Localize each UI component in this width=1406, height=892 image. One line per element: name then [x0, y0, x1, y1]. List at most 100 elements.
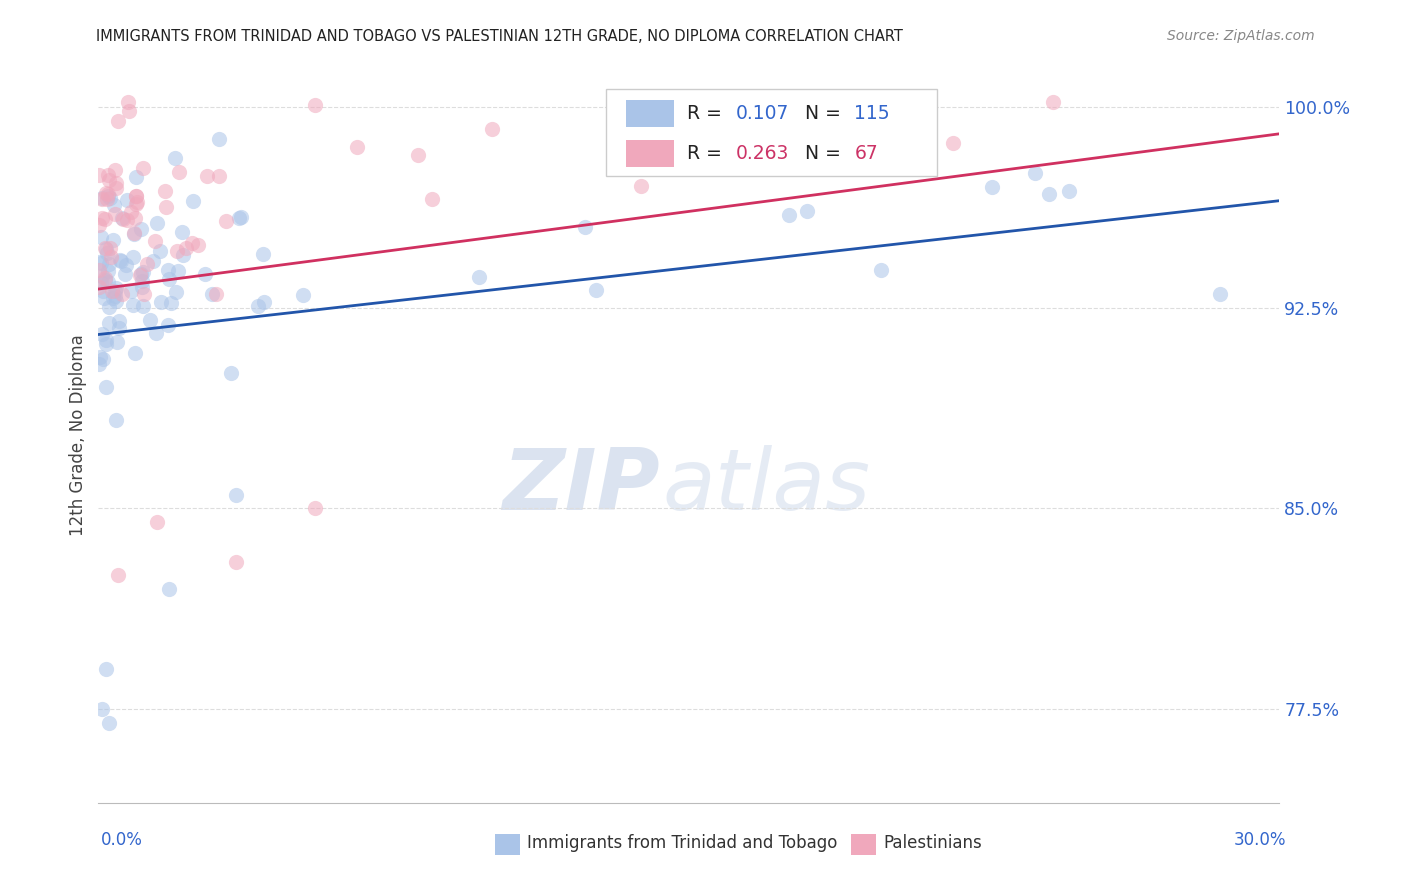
Point [87, 280, 110, 294]
Point [174, 241, 197, 255]
Point [93, 291, 115, 305]
Point [94, 662, 117, 676]
Point [155, 200, 177, 214]
Point [157, 272, 180, 286]
Point [219, 366, 242, 380]
Point [124, 211, 146, 226]
Point [252, 246, 274, 260]
Point [118, 103, 141, 118]
Point [172, 248, 194, 262]
Point [110, 254, 132, 268]
Point [246, 299, 269, 313]
Point [225, 555, 247, 569]
Point [94, 242, 117, 256]
Point [97, 187, 120, 202]
Point [93, 241, 115, 255]
Point [107, 113, 129, 128]
Point [121, 298, 143, 312]
Point [468, 270, 491, 285]
Point [292, 287, 315, 301]
Point [117, 95, 139, 109]
Point [166, 285, 188, 300]
Point [120, 204, 142, 219]
Text: IMMIGRANTS FROM TRINIDAD AND TOBAGO VS PALESTINIAN 12TH GRADE, NO DIPLOMA CORREL: IMMIGRANTS FROM TRINIDAD AND TOBAGO VS P… [96, 29, 903, 44]
Point [94, 380, 117, 394]
Text: ZIP: ZIP [502, 445, 659, 528]
Point [124, 346, 146, 360]
Point [1042, 95, 1064, 109]
Point [120, 284, 142, 298]
Point [90, 276, 112, 290]
Point [91, 191, 114, 205]
Point [630, 178, 652, 193]
Point [89, 168, 111, 182]
Text: 0.107: 0.107 [737, 103, 790, 123]
Point [157, 263, 180, 277]
Point [103, 197, 125, 211]
Text: 30.0%: 30.0% [1234, 831, 1286, 849]
Point [122, 227, 145, 241]
Point [87, 218, 110, 232]
Point [94, 271, 117, 285]
Point [98, 172, 121, 186]
Point [778, 208, 800, 222]
Point [101, 291, 124, 305]
Point [125, 195, 148, 210]
Text: atlas: atlas [664, 445, 870, 528]
Point [606, 95, 628, 109]
Point [98, 715, 121, 730]
Point [94, 186, 117, 200]
Point [125, 189, 148, 203]
Point [104, 177, 127, 191]
Y-axis label: 12th Grade, No Diploma: 12th Grade, No Diploma [69, 334, 87, 536]
Point [89, 254, 111, 268]
Point [129, 221, 152, 235]
Point [108, 321, 131, 335]
Point [157, 582, 180, 596]
Point [131, 161, 153, 175]
Text: N =: N = [804, 103, 846, 123]
Point [149, 294, 172, 309]
Point [155, 184, 177, 198]
Point [408, 148, 430, 162]
Point [129, 268, 152, 283]
Point [346, 139, 368, 153]
Point [131, 267, 153, 281]
Point [96, 245, 118, 260]
Point [131, 274, 153, 288]
Point [90, 268, 112, 283]
Point [138, 312, 160, 326]
Text: 67: 67 [855, 145, 877, 163]
Point [97, 317, 120, 331]
FancyBboxPatch shape [626, 100, 673, 127]
Point [90, 193, 112, 207]
Point [169, 165, 191, 179]
Point [187, 238, 209, 252]
Point [124, 189, 146, 203]
Point [717, 151, 740, 165]
Point [131, 280, 153, 294]
Point [481, 122, 503, 136]
Point [183, 194, 205, 208]
Point [157, 318, 180, 332]
Point [100, 250, 122, 264]
Point [112, 212, 135, 227]
Point [253, 295, 276, 310]
Point [225, 488, 247, 502]
Point [91, 326, 114, 341]
Point [108, 253, 131, 268]
Point [205, 287, 228, 301]
Point [115, 212, 138, 227]
Point [114, 258, 136, 272]
Point [104, 285, 127, 299]
Point [194, 267, 217, 281]
Point [104, 207, 127, 221]
Point [143, 235, 166, 249]
Point [104, 293, 127, 308]
Point [114, 267, 136, 281]
Point [304, 501, 326, 516]
Point [104, 163, 127, 178]
Text: N =: N = [804, 145, 846, 163]
Point [145, 215, 167, 229]
Point [91, 211, 114, 226]
